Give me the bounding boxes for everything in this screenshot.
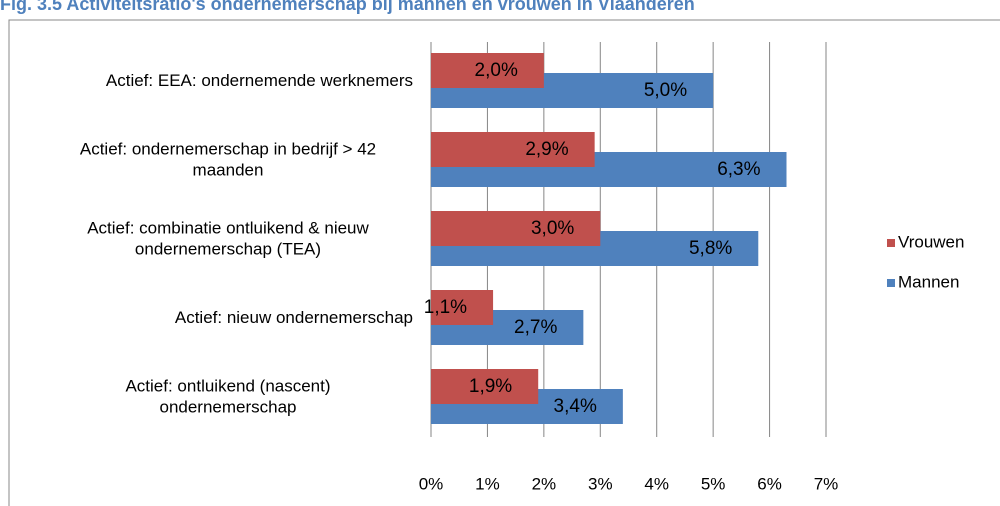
bar: [431, 53, 544, 88]
chart-title: Fig. 3.5 Activiteitsratio's ondernemersc…: [0, 0, 695, 14]
bar: [431, 290, 494, 325]
x-tick-label: 1%: [475, 474, 500, 493]
category-label: Actief: combinatie ontluikend & nieuw: [87, 218, 369, 237]
bar: [431, 211, 601, 246]
legend-label: Mannen: [898, 272, 959, 291]
category-label: Actief: ondernemerschap in bedrijf > 42: [80, 139, 376, 158]
data-label: 6,3%: [717, 159, 760, 180]
legend-swatch: [887, 279, 895, 287]
bar: [431, 369, 539, 404]
legend-label: Vrouwen: [898, 232, 964, 251]
x-tick-label: 6%: [757, 474, 782, 493]
x-tick-label: 4%: [644, 474, 669, 493]
data-label: 2,7%: [514, 317, 557, 338]
data-label: 3,4%: [554, 396, 597, 417]
category-label: maanden: [193, 160, 264, 179]
data-label: 3,0%: [531, 218, 574, 239]
legend-swatch: [887, 239, 895, 247]
category-label: Actief: ontluikend (nascent): [125, 376, 330, 395]
x-tick-label: 7%: [814, 474, 839, 493]
x-tick-label: 0%: [419, 474, 444, 493]
category-label: ondernemerschap (TEA): [135, 239, 321, 258]
data-label: 1,9%: [469, 376, 512, 397]
bar: [431, 132, 595, 167]
category-label: ondernemerschap: [159, 397, 296, 416]
frame: [8, 19, 1000, 506]
data-label: 5,0%: [644, 80, 687, 101]
data-label: 1,1%: [424, 297, 467, 318]
x-tick-label: 3%: [588, 474, 613, 493]
category-label: Actief: EEA: ondernemende werknemers: [106, 71, 413, 90]
category-label: Actief: nieuw ondernemerschap: [175, 308, 413, 327]
data-label: 2,9%: [525, 139, 568, 160]
x-tick-label: 5%: [701, 474, 726, 493]
data-label: 5,8%: [689, 238, 732, 259]
x-tick-label: 2%: [532, 474, 557, 493]
data-label: 2,0%: [475, 60, 518, 81]
